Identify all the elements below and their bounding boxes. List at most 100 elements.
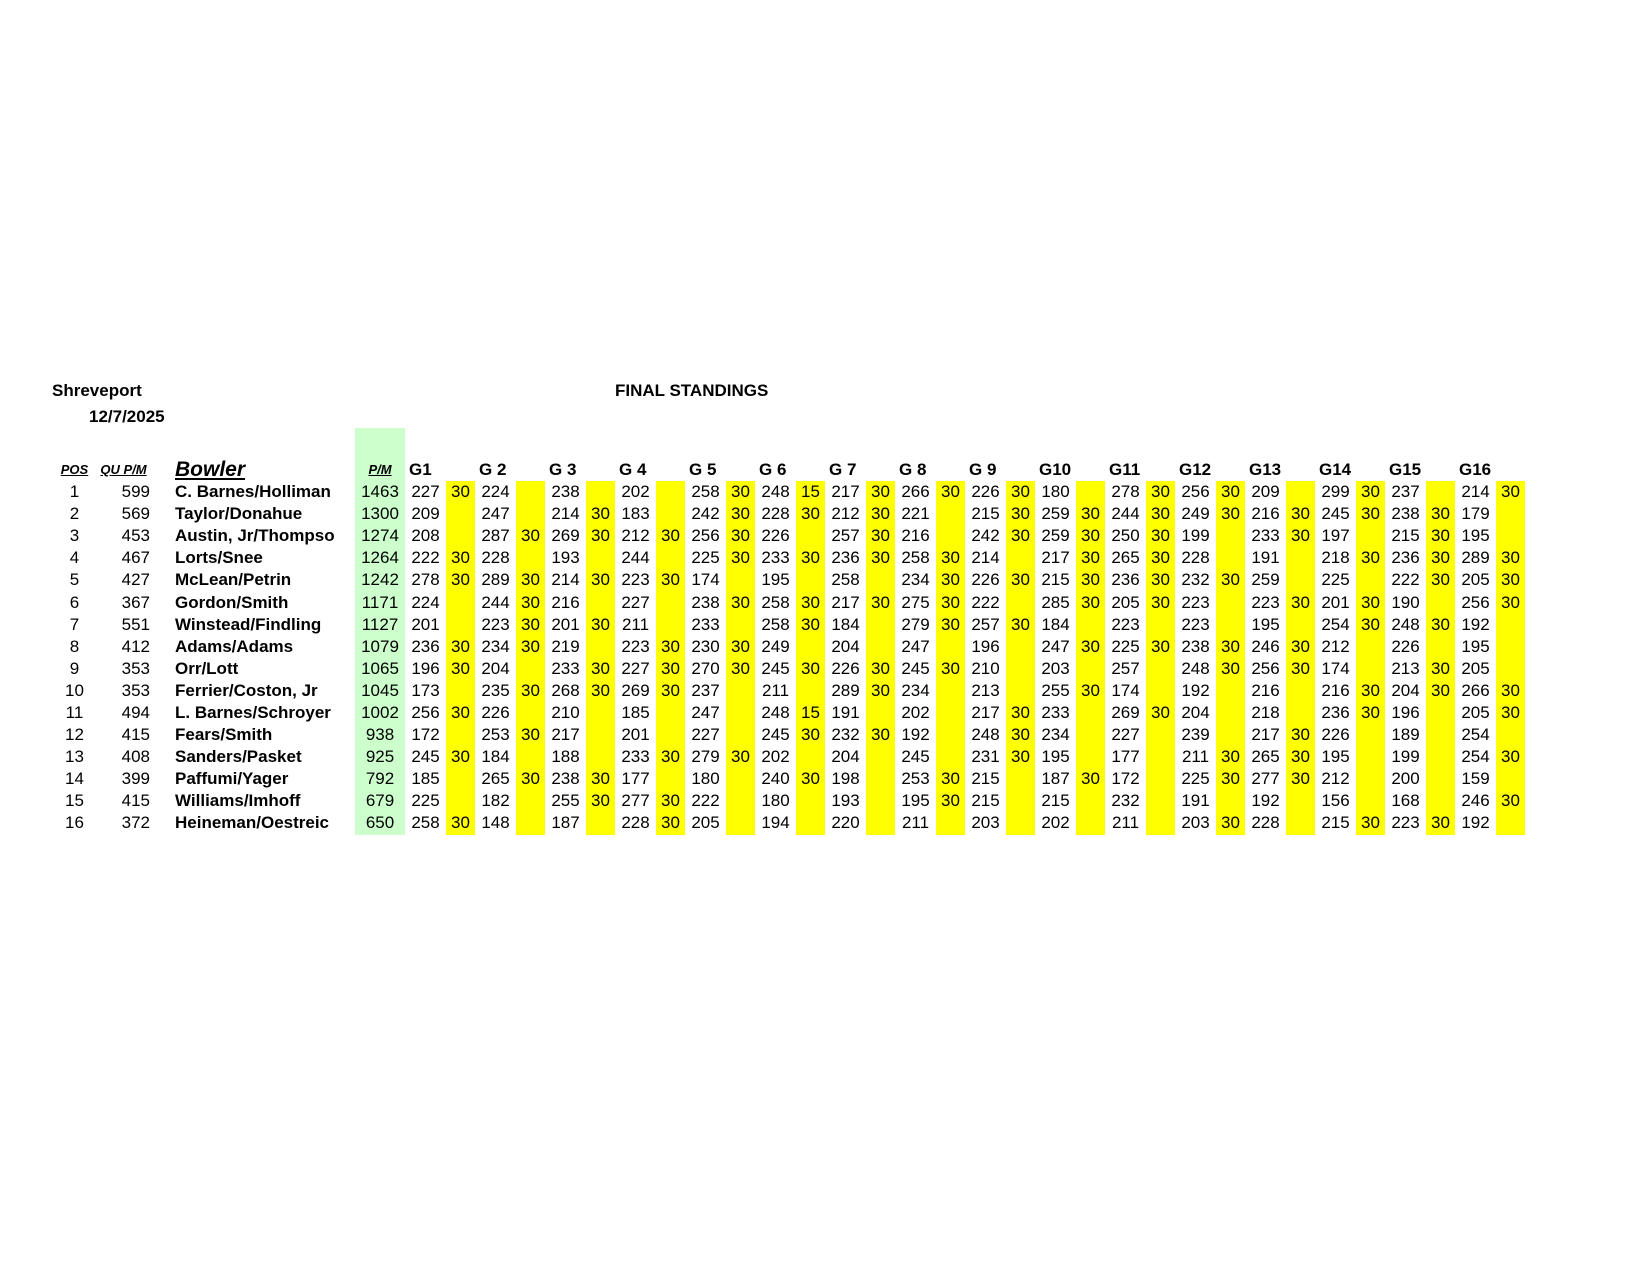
bonus-cell <box>936 724 965 747</box>
spacer-cell <box>545 428 586 456</box>
game-score-cell: 228 <box>621 813 650 833</box>
bonus-cell <box>1076 746 1105 769</box>
game-score-cell: 225 <box>411 791 440 811</box>
game-score-cell: 188 <box>551 747 580 767</box>
qu-pm-cell: 415 <box>121 791 150 811</box>
bonus-cell <box>656 547 685 570</box>
game-score-cell: 278 <box>411 570 440 590</box>
bonus-cell <box>1216 591 1245 614</box>
game-score-cell: 279 <box>691 747 720 767</box>
game-score-cell: 277 <box>621 791 650 811</box>
header-game: G 2 <box>479 460 507 479</box>
bonus-cell: 30 <box>1006 746 1035 769</box>
header-pos: POS <box>60 462 89 477</box>
bonus-cell <box>726 768 755 791</box>
bonus-cell: 30 <box>796 613 825 636</box>
bonus-cell: 30 <box>446 635 475 658</box>
bonus-cell: 30 <box>866 525 895 548</box>
game-score-cell: 217 <box>831 592 860 612</box>
game-score-cell: 247 <box>481 504 510 524</box>
game-score-cell: 248 <box>1181 658 1210 678</box>
header-bowler: Bowler <box>175 458 246 481</box>
bonus-cell: 30 <box>1146 591 1175 614</box>
game-score-cell: 236 <box>831 548 860 568</box>
bonus-cell <box>1286 701 1315 725</box>
bonus-cell: 30 <box>1216 746 1245 769</box>
game-score-cell: 266 <box>1461 680 1490 700</box>
game-score-cell: 220 <box>831 813 860 833</box>
game-score-cell: 228 <box>1251 813 1280 833</box>
bonus-cell: 30 <box>1146 569 1175 592</box>
bonus-cell <box>1146 679 1175 702</box>
game-score-cell: 189 <box>1391 725 1420 745</box>
bowler-cell: Winstead/Findling <box>175 614 322 634</box>
spacer-cell <box>516 428 545 456</box>
spacer-cell <box>1356 428 1385 456</box>
event-date: 12/7/2025 <box>89 407 165 426</box>
game-score-cell: 202 <box>621 482 650 502</box>
game-score-cell: 194 <box>761 813 790 833</box>
game-score-cell: 236 <box>411 636 440 656</box>
game-score-cell: 238 <box>1391 504 1420 524</box>
game-score-cell: 191 <box>831 702 860 722</box>
game-score-cell: 244 <box>481 592 510 612</box>
game-score-cell: 180 <box>691 769 720 789</box>
bonus-cell <box>1216 679 1245 702</box>
game-score-cell: 193 <box>551 548 580 568</box>
game-score-cell: 255 <box>551 791 580 811</box>
game-score-cell: 148 <box>481 813 510 833</box>
header-game: G 4 <box>619 460 647 479</box>
bonus-cell: 30 <box>586 503 615 526</box>
game-score-cell: 265 <box>481 769 510 789</box>
bonus-cell: 30 <box>586 525 615 548</box>
table-row: 6 367 Gordon/Smith 1171 224 244 30 216 227 238 30 2… <box>52 591 1525 614</box>
bonus-cell: 30 <box>936 547 965 570</box>
bonus-cell <box>516 481 545 504</box>
header-bonus-spacer <box>1356 456 1385 481</box>
game-score-cell: 192 <box>1461 614 1490 634</box>
game-score-cell: 212 <box>621 526 650 546</box>
game-score-cell: 195 <box>1041 747 1070 767</box>
bowler-cell: McLean/Petrin <box>175 570 292 590</box>
pos-cell: 1 <box>69 482 80 502</box>
game-score-cell: 269 <box>621 680 650 700</box>
table-row: 9 353 Orr/Lott 1065 196 30 204 233 30 227 30 270 30 2… <box>52 657 1525 680</box>
game-score-cell: 204 <box>1391 680 1420 700</box>
game-score-cell: 253 <box>481 725 510 745</box>
game-score-cell: 215 <box>1321 813 1350 833</box>
game-score-cell: 299 <box>1321 482 1350 502</box>
game-score-cell: 258 <box>901 548 930 568</box>
bonus-cell: 30 <box>1496 701 1525 725</box>
bonus-cell <box>1356 525 1385 548</box>
pm-cell: 1079 <box>355 635 405 658</box>
bonus-cell <box>726 790 755 813</box>
game-score-cell: 156 <box>1321 791 1350 811</box>
qu-pm-cell: 367 <box>121 592 150 612</box>
bonus-cell: 30 <box>446 746 475 769</box>
bonus-cell: 30 <box>866 679 895 702</box>
bonus-cell <box>936 701 965 725</box>
bonus-cell: 30 <box>726 503 755 526</box>
bonus-cell: 30 <box>446 481 475 504</box>
bonus-cell <box>656 613 685 636</box>
game-score-cell: 234 <box>1041 725 1070 745</box>
bonus-cell <box>446 613 475 636</box>
bonus-cell <box>1146 613 1175 636</box>
pm-cell: 1274 <box>355 525 405 548</box>
game-score-cell: 180 <box>761 791 790 811</box>
bonus-cell: 30 <box>1076 635 1105 658</box>
bonus-cell: 30 <box>726 525 755 548</box>
game-score-cell: 249 <box>761 636 790 656</box>
game-score-cell: 228 <box>1181 548 1210 568</box>
bonus-cell: 30 <box>1286 746 1315 769</box>
bonus-cell: 30 <box>516 679 545 702</box>
game-score-cell: 222 <box>691 791 720 811</box>
qu-pm-cell: 372 <box>121 813 150 833</box>
pos-cell: 15 <box>65 791 84 811</box>
bonus-cell <box>1076 790 1105 813</box>
game-score-cell: 215 <box>971 769 1000 789</box>
game-score-cell: 235 <box>481 680 510 700</box>
bonus-cell: 30 <box>1006 481 1035 504</box>
bonus-cell: 30 <box>1076 768 1105 791</box>
header-pm: P/M <box>355 456 405 481</box>
